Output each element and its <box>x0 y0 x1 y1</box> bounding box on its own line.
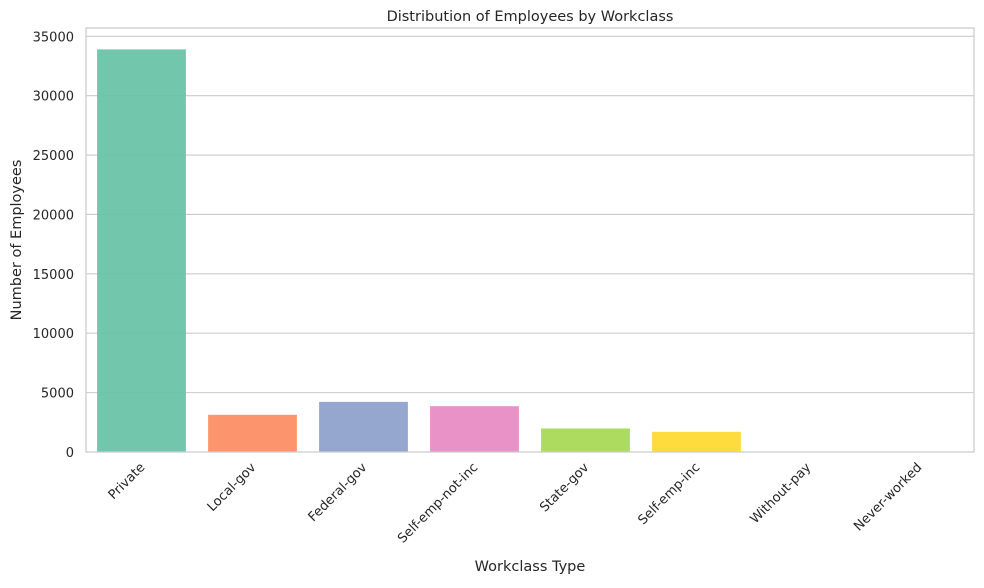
x-tick-label: Self-emp-not-inc <box>395 460 481 546</box>
grid-lines <box>86 36 974 452</box>
bar-local-gov <box>208 415 297 452</box>
plot-frame <box>86 28 974 452</box>
x-tick-label: Local-gov <box>205 460 260 515</box>
y-tick-label: 25000 <box>33 149 74 164</box>
x-tick-label: State-gov <box>537 460 592 515</box>
bar-private <box>97 49 186 452</box>
y-tick-label: 0 <box>66 446 74 461</box>
bar-self-emp-inc <box>652 432 741 452</box>
y-axis-ticks: 0 5000 10000 15000 20000 25000 30000 35000 <box>33 30 74 461</box>
chart-title: Distribution of Employees by Workclass <box>387 9 674 25</box>
y-tick-label: 15000 <box>33 268 74 283</box>
y-tick-label: 35000 <box>33 30 74 45</box>
x-tick-label: Without-pay <box>748 460 815 527</box>
x-axis-label: Workclass Type <box>475 559 586 575</box>
y-tick-label: 30000 <box>33 90 74 105</box>
x-axis-ticks: Private Local-gov Federal-gov Self-emp-not-… <box>106 460 926 546</box>
x-tick-label: Never-worked <box>851 460 925 534</box>
x-tick-label: Private <box>106 460 149 503</box>
y-tick-label: 5000 <box>41 387 74 402</box>
x-tick-label: Federal-gov <box>306 460 371 525</box>
bar-federal-gov <box>319 402 408 452</box>
x-tick-label: Self-emp-inc <box>635 460 703 528</box>
y-tick-label: 10000 <box>33 327 74 342</box>
y-tick-label: 20000 <box>33 208 74 223</box>
bar-self-emp-not-inc <box>430 406 519 452</box>
bar-state-gov <box>541 428 630 452</box>
y-axis-label: Number of Employees <box>9 160 25 321</box>
bars <box>97 49 963 452</box>
